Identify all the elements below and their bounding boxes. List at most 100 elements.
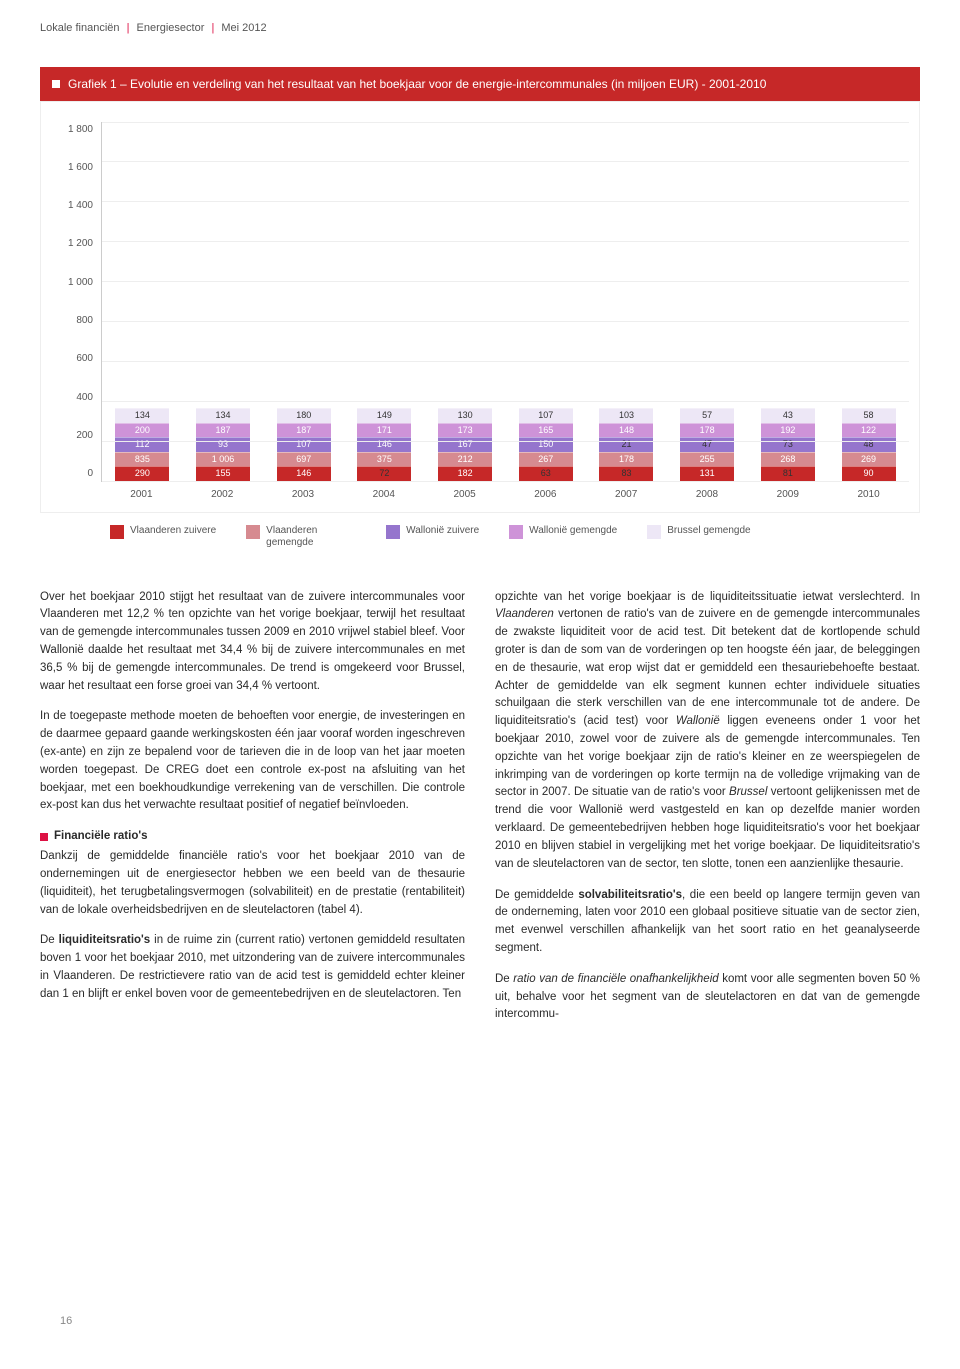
- segment-vlaanderen_zuivere: 146: [277, 466, 331, 481]
- segment-brussel_gemengde: 180: [277, 408, 331, 423]
- bars: 134200112835290 134187931 006155 180 187 107…: [102, 122, 909, 481]
- y-tick-label: 600: [76, 351, 93, 366]
- y-tick-label: 1 400: [68, 198, 93, 213]
- y-tick-label: 400: [76, 390, 93, 405]
- gridline: [102, 201, 909, 202]
- segment-vlaanderen_gemengde: 267: [519, 452, 573, 467]
- segment-vlaanderen_gemengde: 1 006: [196, 452, 250, 467]
- segment-vlaanderen_zuivere: 90: [842, 466, 896, 481]
- bar-2001: 134200112835290: [115, 408, 169, 481]
- y-tick-label: 1 000: [68, 275, 93, 290]
- segment-wallonie_gemengde: 171: [357, 423, 411, 438]
- x-tick-label: 2008: [680, 487, 734, 502]
- text-italic: Wallonië: [676, 715, 720, 727]
- text-italic: ratio van de financiële onafhankelijkhei…: [513, 973, 718, 985]
- segment-brussel_gemengde: 134: [115, 408, 169, 423]
- segment-wallonie_gemengde: 122: [842, 423, 896, 438]
- x-axis-labels: 2001200220032004200520062007200820092010: [101, 482, 909, 502]
- segment-vlaanderen_zuivere: 81: [761, 466, 815, 481]
- segment-wallonie_gemengde: 187: [196, 423, 250, 438]
- legend-item-brussel_gemengde: Brussel gemengde: [647, 525, 750, 549]
- legend-label: Brussel gemengde: [667, 525, 750, 537]
- legend-item-wallonie_zuivere: Wallonië zuivere: [386, 525, 479, 549]
- column-left: Over het boekjaar 2010 stijgt het result…: [40, 589, 465, 1038]
- segment-wallonie_gemengde: 165: [519, 423, 573, 438]
- bar-2002: 134187931 006155: [196, 408, 250, 481]
- gridline: [102, 361, 909, 362]
- plot: 134200112835290 134187931 006155 180 187 107…: [101, 122, 909, 482]
- breadcrumb-part: Energiesector: [137, 22, 205, 34]
- y-tick-label: 200: [76, 428, 93, 443]
- segment-wallonie_zuivere: 47: [680, 437, 734, 452]
- segment-wallonie_zuivere: 112: [115, 437, 169, 452]
- segment-vlaanderen_zuivere: 155: [196, 466, 250, 481]
- segment-vlaanderen_gemengde: 255: [680, 452, 734, 467]
- paragraph: In de toegepaste methode moeten de behoe…: [40, 708, 465, 815]
- segment-brussel_gemengde: 58: [842, 408, 896, 423]
- text-italic: Vlaanderen: [495, 608, 554, 620]
- breadcrumb: Lokale financiën | Energiesector | Mei 2…: [40, 20, 920, 37]
- paragraph: opzichte van het vorige boekjaar is de l…: [495, 589, 920, 874]
- segment-wallonie_gemengde: 200: [115, 423, 169, 438]
- legend-label: Wallonië gemengde: [529, 525, 617, 537]
- chart-plot-area: 1 800 1 600 1 400 1 200 1 000 800 600 400 200 0 1…: [51, 122, 909, 482]
- page-number: 16: [60, 1313, 72, 1330]
- x-tick-label: 2001: [114, 487, 168, 502]
- bullet-icon: [52, 80, 60, 88]
- segment-wallonie_zuivere: 93: [196, 437, 250, 452]
- bar-2008: 5717847255131: [680, 408, 734, 481]
- legend-swatch: [386, 525, 400, 539]
- bar-2006: 10716515026763: [519, 408, 573, 481]
- segment-wallonie_gemengde: 173: [438, 423, 492, 438]
- gridline: [102, 281, 909, 282]
- paragraph: De ratio van de financiële onafhankelijk…: [495, 971, 920, 1024]
- paragraph: De liquiditeitsratio's in de ruime zin (…: [40, 932, 465, 1003]
- x-tick-label: 2007: [599, 487, 653, 502]
- segment-vlaanderen_gemengde: 375: [357, 452, 411, 467]
- breadcrumb-sep: |: [127, 22, 130, 34]
- legend-swatch: [246, 525, 260, 539]
- square-bullet-icon: [40, 833, 48, 841]
- segment-wallonie_zuivere: 146: [357, 437, 411, 452]
- segment-wallonie_zuivere: 73: [761, 437, 815, 452]
- text-run: vertonen de ratio's van de zuivere en de…: [495, 608, 920, 727]
- text-italic: Brussel: [729, 786, 767, 798]
- segment-vlaanderen_gemengde: 212: [438, 452, 492, 467]
- segment-vlaanderen_zuivere: 131: [680, 466, 734, 481]
- breadcrumb-sep: |: [211, 22, 214, 34]
- legend-swatch: [110, 525, 124, 539]
- section-heading: Financiële ratio's: [40, 828, 465, 846]
- text-bold: liquiditeitsratio's: [59, 934, 151, 946]
- x-tick-label: 2004: [357, 487, 411, 502]
- segment-vlaanderen_zuivere: 63: [519, 466, 573, 481]
- x-tick-label: 2010: [842, 487, 896, 502]
- column-right: opzichte van het vorige boekjaar is de l…: [495, 589, 920, 1038]
- y-tick-label: 800: [76, 313, 93, 328]
- gridline: [102, 441, 909, 442]
- y-tick-label: 0: [87, 466, 93, 481]
- segment-wallonie_gemengde: 192: [761, 423, 815, 438]
- y-tick-label: 1 800: [68, 122, 93, 137]
- legend-item-vlaanderen_zuivere: Vlaanderen zuivere: [110, 525, 216, 549]
- segment-brussel_gemengde: 149: [357, 408, 411, 423]
- segment-vlaanderen_zuivere: 182: [438, 466, 492, 481]
- segment-vlaanderen_gemengde: 697: [277, 452, 331, 467]
- y-tick-label: 1 600: [68, 160, 93, 175]
- y-tick-label: 1 200: [68, 236, 93, 251]
- paragraph: De gemiddelde solvabiliteitsratio's, die…: [495, 887, 920, 958]
- segment-vlaanderen_zuivere: 290: [115, 466, 169, 481]
- x-tick-label: 2002: [195, 487, 249, 502]
- breadcrumb-part: Lokale financiën: [40, 22, 120, 34]
- segment-wallonie_zuivere: 167: [438, 437, 492, 452]
- x-tick-label: 2003: [276, 487, 330, 502]
- text-run: De gemiddelde: [495, 889, 578, 901]
- legend-swatch: [509, 525, 523, 539]
- text-run: opzichte van het vorige boekjaar is de l…: [495, 591, 920, 603]
- text-bold: solvabiliteitsratio's: [578, 889, 682, 901]
- gridline: [102, 481, 909, 482]
- segment-brussel_gemengde: 130: [438, 408, 492, 423]
- segment-vlaanderen_zuivere: 83: [599, 466, 653, 481]
- segment-wallonie_zuivere: 21: [599, 437, 653, 452]
- segment-vlaanderen_gemengde: 835: [115, 452, 169, 467]
- legend-label: Vlaanderen zuivere: [130, 525, 216, 537]
